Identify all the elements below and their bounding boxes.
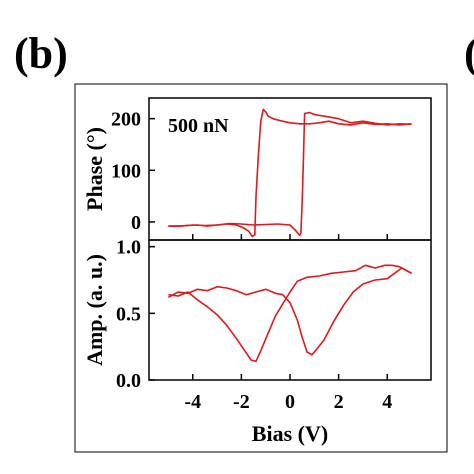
phase-panel: 0 100 200 500 nN Phase (°)	[82, 97, 432, 241]
amplitude-series	[168, 264, 412, 363]
amplitude-y-ticks: 0.0 0.5 1.0	[116, 237, 155, 392]
next-panel-label: (	[464, 29, 474, 78]
amplitude-y-tick-label: 0.5	[116, 303, 141, 325]
phase-y-tick-label: 100	[111, 160, 141, 182]
phase-series	[168, 108, 412, 238]
bias-x-tick-label: -4	[184, 391, 201, 413]
amplitude-panel: 0.0 0.5 1.0 -4 -2 0 2 4 Amp. (a. u.) Bias (V)	[82, 237, 432, 446]
outer-frame	[74, 83, 448, 453]
bias-x-tick-label: -2	[233, 391, 250, 413]
phase-axis-title: Phase (°)	[82, 127, 107, 211]
panel-label: (b)	[14, 29, 68, 78]
amplitude-y-tick-label: 0.0	[116, 370, 141, 392]
phase-y-tick-label: 0	[131, 212, 141, 234]
phase-series-reverse	[168, 111, 412, 237]
amplitude-series-reverse	[168, 267, 412, 356]
amplitude-y-tick-label: 1.0	[116, 237, 141, 259]
amplitude-series-forward	[168, 264, 412, 363]
amplitude-axis-title: Amp. (a. u.)	[82, 254, 107, 366]
bias-x-tick-label: 0	[285, 391, 295, 413]
amplitude-plot-area	[148, 239, 432, 381]
phase-y-ticks: 0 100 200	[111, 109, 388, 240]
bias-x-tick-label: 2	[334, 391, 344, 413]
phase-y-tick-label: 200	[111, 109, 141, 131]
load-annotation: 500 nN	[168, 115, 229, 137]
bias-x-tick-label: 4	[382, 391, 392, 413]
bias-x-ticks: -4 -2 0 2 4	[184, 374, 392, 413]
bias-axis-title: Bias (V)	[252, 421, 328, 446]
